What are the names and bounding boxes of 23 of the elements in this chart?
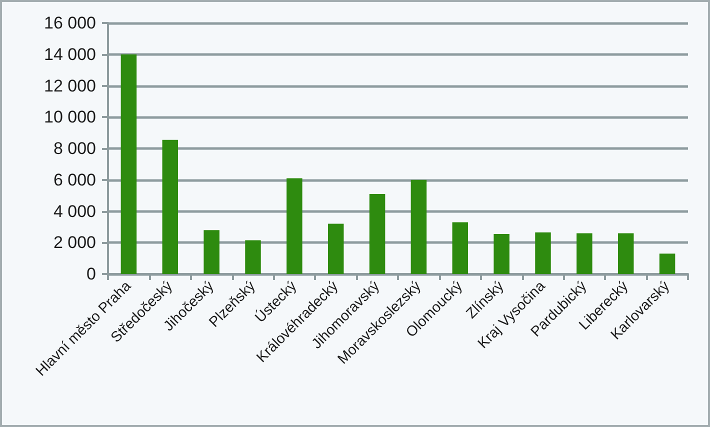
bar [659, 254, 676, 274]
y-tick-label: 16 000 [44, 14, 96, 32]
y-tick-label: 10 000 [44, 108, 96, 127]
bar [245, 240, 261, 274]
y-tick-label: 0 [86, 264, 96, 284]
y-tick-label: 8 000 [53, 139, 96, 158]
bar [204, 230, 220, 274]
bar [452, 222, 468, 274]
bar [120, 54, 137, 274]
bar [576, 233, 592, 274]
bar [369, 194, 386, 274]
bar [162, 140, 178, 274]
bar [410, 180, 427, 274]
bar [328, 224, 344, 274]
bar [286, 178, 302, 274]
y-tick-label: 4 000 [53, 202, 96, 221]
y-tick-label: 2 000 [53, 233, 96, 252]
bar [494, 234, 510, 274]
y-tick-label: 12 000 [44, 76, 96, 96]
y-tick-label: 14 000 [44, 44, 96, 64]
bar [535, 232, 551, 274]
y-tick-label: 6 000 [53, 170, 96, 190]
bar [618, 233, 634, 274]
